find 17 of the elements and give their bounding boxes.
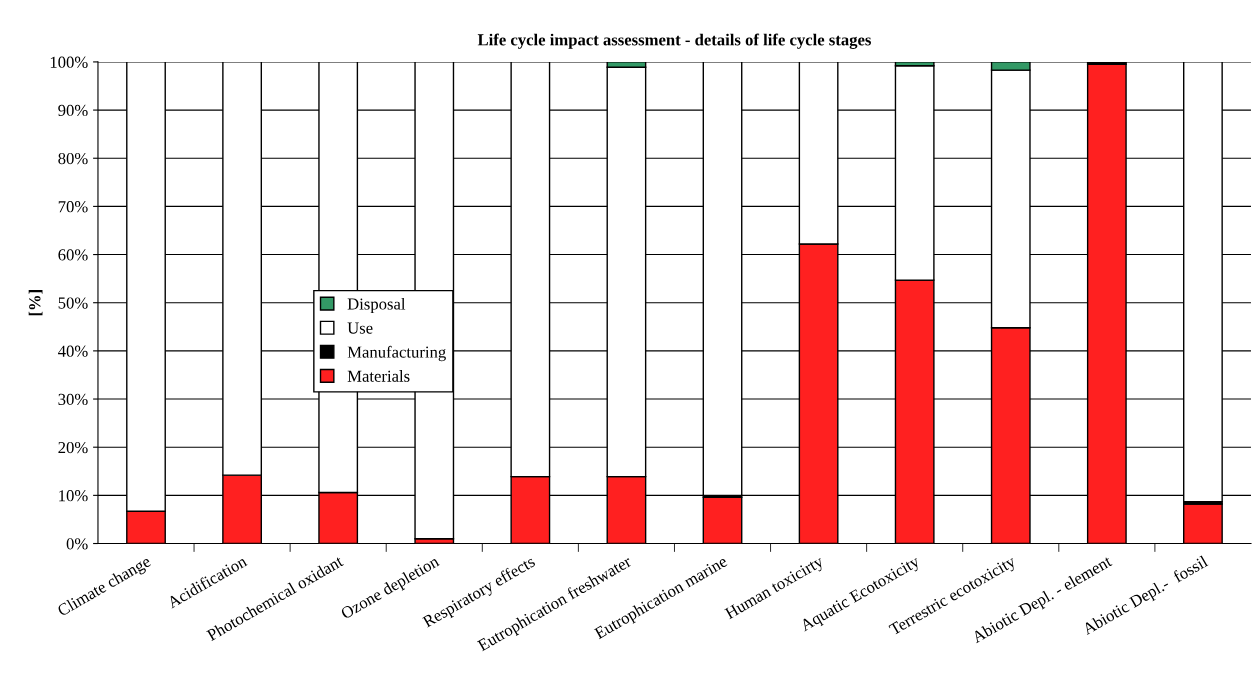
y-tick-label: 10% — [59, 490, 88, 502]
y-tick-label: 100% — [50, 56, 88, 68]
legend-label: Manufacturing — [347, 345, 446, 362]
y-tick-label: 20% — [58, 441, 88, 454]
y-tick-label: 70% — [58, 201, 88, 213]
y-tick-label: 60% — [58, 249, 88, 261]
legend-label: Use — [347, 322, 373, 334]
y-tick-label: 40% — [58, 345, 88, 357]
y-tick-label: 50% — [58, 297, 88, 309]
y-tick-label: 30% — [58, 393, 88, 406]
y-tick-label: 90% — [58, 104, 88, 117]
y-tick-label: 80% — [58, 152, 88, 165]
legend-label: Disposal — [347, 297, 406, 314]
legend-label: Materials — [347, 370, 410, 382]
chart-title: Life cycle impact assessment - details of life cycle stages — [477, 33, 871, 49]
y-axis-title: [%] — [28, 290, 43, 316]
y-tick-label: 0% — [66, 538, 88, 550]
